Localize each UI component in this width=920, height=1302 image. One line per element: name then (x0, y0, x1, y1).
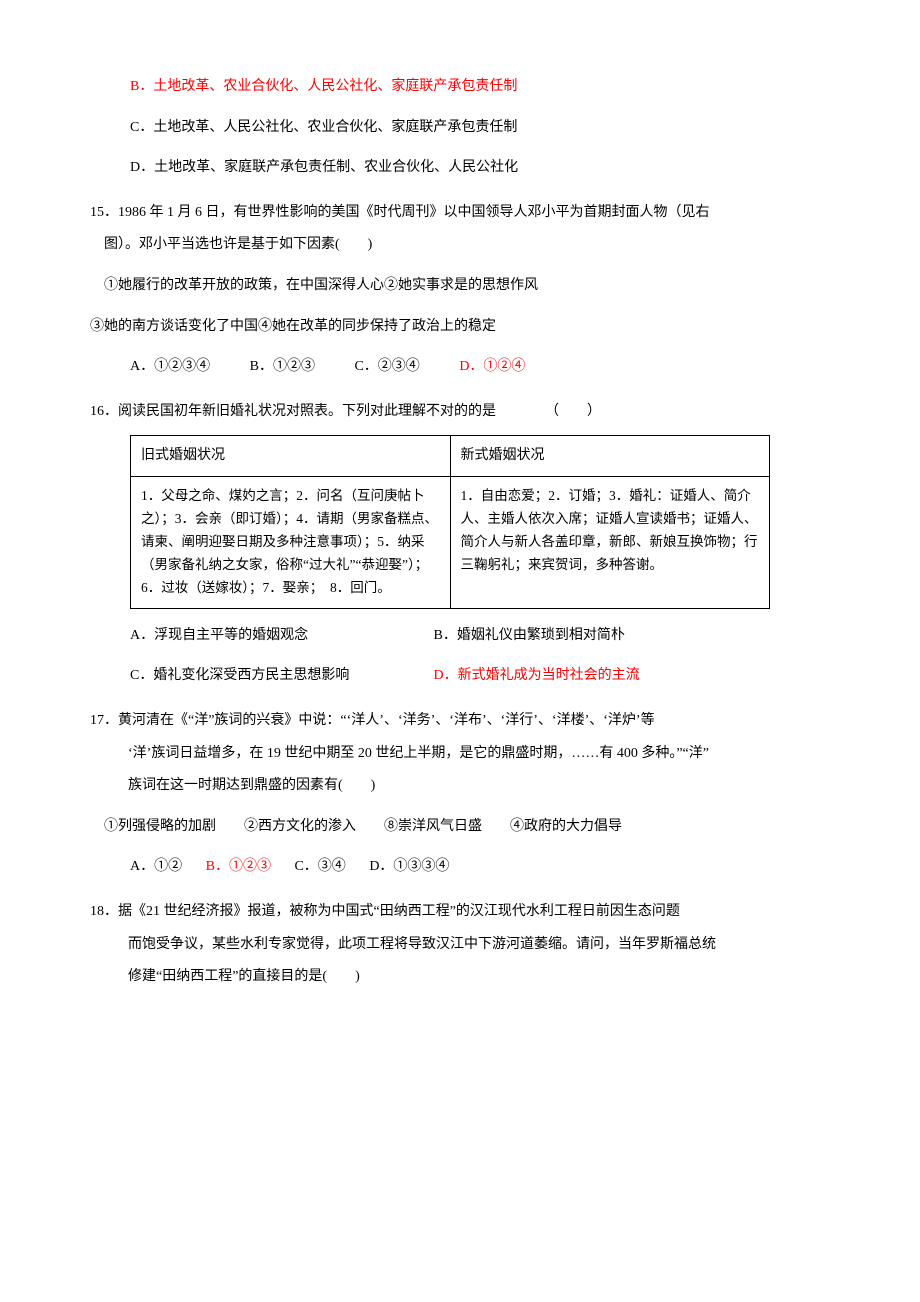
q15-sub-line2: ③她的南方谈话变化了中国④她在改革的同步保持了政治上的稳定 (90, 314, 830, 341)
q16-table: 旧式婚姻状况 新式婚姻状况 1．父母之命、煤妁之言；2．问名（互问庚帖卜之）；3… (130, 435, 770, 608)
q16-td-new: 1．自由恋爱；2．订婚；3．婚礼：证婚人、简介人、主婚人依次入席；证婚人宣读婚书… (450, 477, 770, 609)
q16-option-d: D．新式婚礼成为当时社会的主流 (434, 663, 734, 690)
q15-stem-line2: 图）。邓小平当选也许是基于如下因素( ) (104, 232, 830, 259)
table-row: 1．父母之命、煤妁之言；2．问名（互问庚帖卜之）；3．会亲（即订婚）；4．请期（… (131, 477, 770, 609)
question-15: 15．1986 年 1 月 6 日，有世界性影响的美国《时代周刊》以中国领导人邓… (90, 200, 830, 381)
q15-option-d: D．①②④ (459, 354, 525, 381)
q17-stem-line1: 17．黄河清在《“洋”族词的兴衰》中说：“‘洋人’、‘洋务’、‘洋布’、‘洋行’… (90, 708, 830, 735)
question-17: 17．黄河清在《“洋”族词的兴衰》中说：“‘洋人’、‘洋务’、‘洋布’、‘洋行’… (90, 708, 830, 881)
q16-options-row2: C．婚礼变化深受西方民主思想影响 D．新式婚礼成为当时社会的主流 (130, 663, 830, 690)
q16-options-row1: A．浮现自主平等的婚姻观念 B．婚姻礼仪由繁琐到相对简朴 (130, 623, 830, 650)
q15-option-c: C．②③④ (354, 354, 419, 381)
table-row: 旧式婚姻状况 新式婚姻状况 (131, 436, 770, 477)
q17-sub-line1: ①列强侵略的加剧 ②西方文化的渗入 ⑧崇洋风气日盛 ④政府的大力倡导 (104, 814, 830, 841)
q15-option-b: B．①②③ (250, 354, 315, 381)
q18-stem-line1: 18．据《21 世纪经济报》报道，被称为中国式“田纳西工程”的汉江现代水利工程日… (90, 899, 830, 926)
q16-th-old: 旧式婚姻状况 (131, 436, 451, 477)
q17-option-b: B．①②③ (206, 854, 271, 881)
q14-option-c: C．土地改革、人民公社化、农业合伙化、家庭联产承包责任制 (130, 115, 830, 142)
q15-sub-line1: ①她履行的改革开放的政策，在中国深得人心②她实事求是的思想作风 (104, 273, 830, 300)
q17-stem-line3: 族词在这一时期达到鼎盛的因素有( ) (128, 773, 830, 800)
q17-option-c: C．③④ (294, 854, 345, 881)
q16-stem: 16．阅读民国初年新旧婚礼状况对照表。下列对此理解不对的的是 （ ） (90, 399, 830, 426)
q16-option-b: B．婚姻礼仪由繁琐到相对简朴 (434, 623, 734, 650)
q15-option-a: A．①②③④ (130, 354, 210, 381)
q15-options: A．①②③④ B．①②③ C．②③④ D．①②④ (130, 354, 830, 381)
q17-stem-line2: ‘洋’族词日益增多，在 19 世纪中期至 20 世纪上半期，是它的鼎盛时期，……… (128, 741, 830, 768)
q14-option-b: B．土地改革、农业合伙化、人民公社化、家庭联产承包责任制 (130, 74, 830, 101)
q18-stem-line2: 而饱受争议，某些水利专家觉得，此项工程将导致汉江中下游河道萎缩。请问，当年罗斯福… (128, 932, 830, 959)
q16-option-c: C．婚礼变化深受西方民主思想影响 (130, 663, 430, 690)
q15-stem-line1: 15．1986 年 1 月 6 日，有世界性影响的美国《时代周刊》以中国领导人邓… (90, 200, 830, 227)
q16-td-old: 1．父母之命、煤妁之言；2．问名（互问庚帖卜之）；3．会亲（即订婚）；4．请期（… (131, 477, 451, 609)
q14-option-d: D．土地改革、家庭联产承包责任制、农业合伙化、人民公社化 (130, 155, 830, 182)
q16-th-new: 新式婚姻状况 (450, 436, 770, 477)
question-18: 18．据《21 世纪经济报》报道，被称为中国式“田纳西工程”的汉江现代水利工程日… (90, 899, 830, 991)
question-16: 16．阅读民国初年新旧婚礼状况对照表。下列对此理解不对的的是 （ ） 旧式婚姻状… (90, 399, 830, 690)
q18-stem-line3: 修建“田纳西工程”的直接目的是( ) (128, 964, 830, 991)
q16-option-a: A．浮现自主平等的婚姻观念 (130, 623, 430, 650)
q17-option-d: D．①③③④ (369, 854, 449, 881)
q17-options: A．①② B．①②③ C．③④ D．①③③④ (130, 854, 830, 881)
q17-option-a: A．①② (130, 854, 182, 881)
